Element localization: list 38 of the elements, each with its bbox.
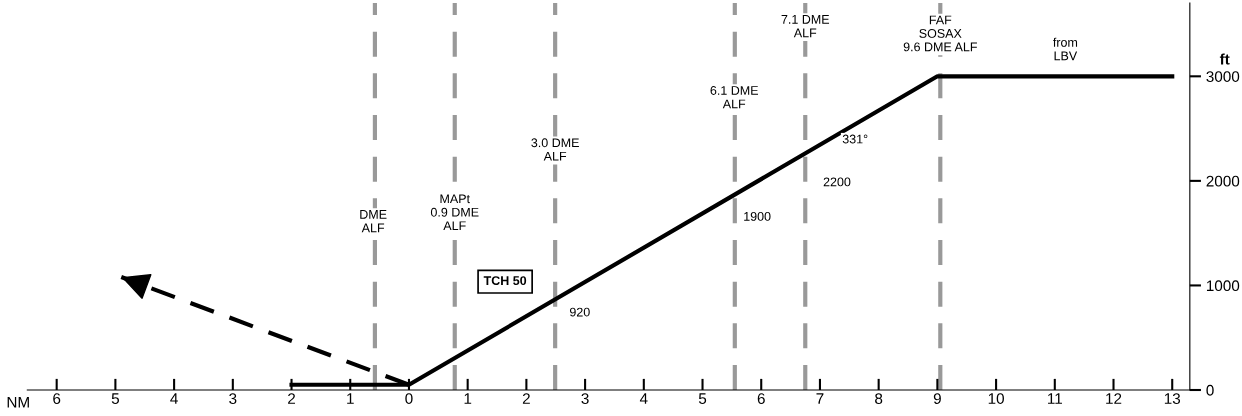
x-tick-label: 12 [1106,393,1122,404]
annotation: TCH 50 [483,276,527,286]
x-tick-label: 3 [229,393,237,404]
x-tick-label: 8 [875,393,883,404]
x-tick-label: 4 [639,393,648,404]
annotation: 7.1 DME ALF [781,15,830,38]
x-tick-label: 9 [933,393,941,404]
x-axis-title: NM [7,396,29,408]
annotation: 920 [569,307,590,317]
x-tick-label: 5 [698,393,707,404]
y-tick-label: 2000 [1206,175,1240,187]
x-tick-label: 11 [1048,393,1062,404]
x-tick-label: 6 [53,393,61,404]
annotation: 6.1 DME ALF [710,86,758,109]
annotation: from LBV [1053,37,1078,61]
annotation: 3.0 DME ALF [531,138,579,161]
y-tick-label: 1000 [1206,280,1240,292]
y-tick-label: 3000 [1206,71,1240,82]
x-tick-label: 4 [170,393,178,404]
annotation: 2200 [823,177,851,187]
annotation: 331° [842,134,868,144]
y-axis-title: ft [1219,53,1230,65]
x-tick-label: 0 [405,393,413,404]
y-tick-label: 0 [1206,384,1214,396]
x-tick-label: 5 [111,393,119,404]
x-tick-label: 7 [816,393,824,404]
x-tick-label: 13 [1164,393,1181,404]
annotation: 1900 [744,211,771,221]
annotation: FAF SOSAX 9.6 DME ALF [903,15,977,52]
x-tick-label: 6 [757,393,765,404]
annotation: MAPt 0.9 DME ALF [430,194,479,230]
x-tick-label: 1 [464,393,472,404]
x-tick-label: 3 [581,393,589,404]
x-tick-label: 1 [347,393,354,404]
x-tick-label: 2 [288,393,296,404]
x-tick-label: 10 [988,393,1004,404]
annotation: DME ALF [360,210,387,233]
x-tick-label: 2 [522,393,530,404]
